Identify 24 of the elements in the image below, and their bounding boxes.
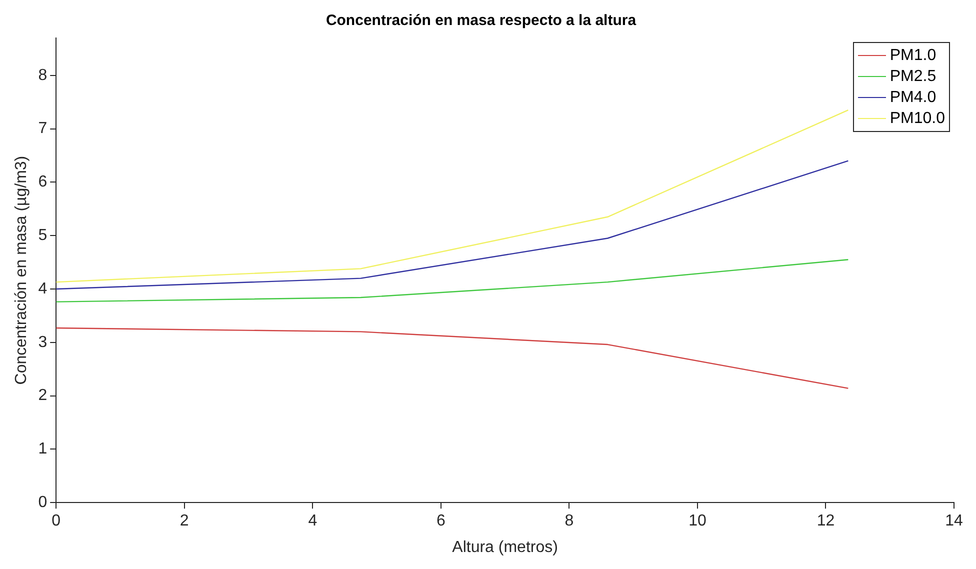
y-tick-label: 7 bbox=[38, 120, 48, 138]
y-tick-label: 5 bbox=[38, 226, 48, 244]
y-tick-label: 3 bbox=[38, 334, 48, 351]
x-tick-label: 10 bbox=[688, 512, 706, 530]
x-tick-label: 12 bbox=[816, 512, 835, 530]
legend-label: PM10.0 bbox=[890, 109, 945, 129]
x-tick-label: 6 bbox=[436, 512, 446, 530]
legend-label: PM4.0 bbox=[890, 88, 936, 108]
y-axis-title: Concentración en masa (µg/m3) bbox=[13, 156, 30, 385]
y-tick-label: 1 bbox=[38, 440, 48, 458]
y-tick-label: 0 bbox=[38, 494, 48, 512]
x-tick-label: 2 bbox=[180, 512, 189, 530]
x-tick-label: 14 bbox=[945, 512, 963, 530]
y-tick-label: 6 bbox=[38, 174, 48, 191]
x-tick-label: 4 bbox=[308, 512, 318, 530]
x-axis-title: Altura (metros) bbox=[452, 538, 558, 556]
y-tick-label: 2 bbox=[38, 387, 48, 404]
y-tick-label: 8 bbox=[38, 66, 48, 84]
x-tick-label: 8 bbox=[564, 512, 574, 530]
chart-title: Concentración en masa respecto a la altura bbox=[326, 12, 637, 30]
y-tick-label: 4 bbox=[38, 280, 48, 298]
legend-label: PM1.0 bbox=[890, 46, 936, 66]
legend-label: PM2.5 bbox=[890, 67, 936, 87]
x-tick-label: 0 bbox=[52, 512, 61, 530]
